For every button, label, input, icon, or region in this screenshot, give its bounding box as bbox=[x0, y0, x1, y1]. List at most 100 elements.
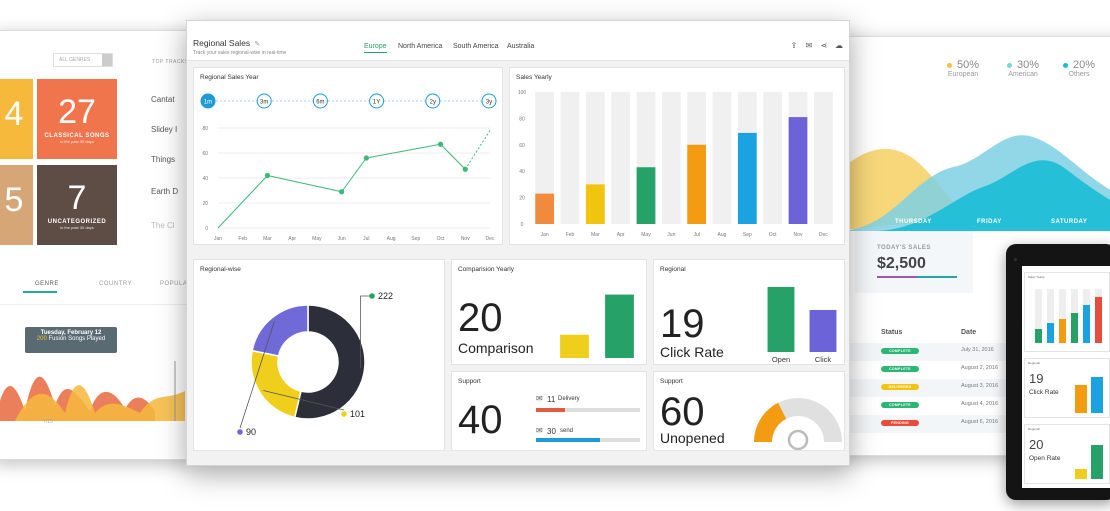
edit-icon[interactable]: ✎ bbox=[254, 41, 261, 48]
cloud-download-icon[interactable]: ☁ bbox=[835, 41, 843, 50]
bar-label: Open bbox=[772, 355, 790, 364]
tab-genre[interactable]: GENRE bbox=[35, 281, 59, 287]
gauge-fill bbox=[754, 402, 787, 442]
x-tick-label: Mar bbox=[263, 236, 272, 242]
tablet-card-sales: Sales Yearly bbox=[1024, 272, 1110, 352]
support-panel-left: Support 40 ✉ 11 Delivery ✉ 30 send bbox=[451, 371, 647, 451]
track-item[interactable]: The Cl bbox=[151, 221, 175, 230]
page-title: Regional Sales ✎ bbox=[193, 38, 260, 48]
panel-title: Regional-wise bbox=[200, 266, 241, 273]
tablet-bar-a bbox=[1075, 469, 1087, 479]
bar-jan bbox=[535, 193, 555, 224]
tooltip-text: Fusion Songs Played bbox=[48, 336, 106, 342]
day-label: SATURDAY bbox=[1051, 219, 1088, 225]
tab-popular[interactable]: POPULAR bbox=[160, 281, 193, 287]
panel-title: Sales Yearly bbox=[516, 74, 552, 81]
range-option-1m[interactable] bbox=[200, 93, 216, 109]
range-option-label: 3m bbox=[260, 100, 268, 106]
tile-genre-1[interactable]: 4 bbox=[0, 79, 33, 159]
row-date: August 2, 2016 bbox=[961, 365, 999, 371]
tile-uncategorized[interactable]: 7 UNCATEGORIZED in the past 30 days bbox=[37, 165, 117, 245]
donut-label-222: 222 bbox=[378, 291, 393, 301]
tab-south-america[interactable]: South America bbox=[453, 43, 499, 50]
track-item[interactable]: Slidey I bbox=[151, 125, 178, 134]
tablet-card-label: Open Rate bbox=[1029, 455, 1061, 462]
table-row[interactable]: COMPLETE July 31, 2016 bbox=[833, 343, 1033, 361]
tile-genre-3[interactable]: 5 bbox=[0, 165, 33, 245]
table-row[interactable]: COMPLETE August 2, 2016 bbox=[833, 361, 1033, 379]
regional-sales-line-chart: 0 20 40 60 80 Jan Feb Mar Apr May Jun Jul Aug Sep Oct N… bbox=[202, 126, 495, 242]
x-tick-label: Jan bbox=[214, 236, 222, 242]
x-tick-label: Dec bbox=[486, 236, 495, 242]
x-tick-label: Apr bbox=[288, 236, 296, 242]
donut-label-dot bbox=[369, 293, 375, 299]
tab-australia[interactable]: Australia bbox=[507, 43, 535, 50]
panel-title: Support bbox=[660, 378, 683, 385]
axis-label: 7/15 bbox=[43, 419, 53, 425]
bar-Click bbox=[809, 310, 837, 352]
track-item[interactable]: Cantat bbox=[151, 95, 175, 104]
tablet-card-open-rate: Regional 20 Open Rate bbox=[1024, 424, 1110, 484]
range-option-6m[interactable] bbox=[312, 93, 328, 109]
range-option-3m[interactable] bbox=[256, 93, 272, 109]
filter-dropdown-icon[interactable] bbox=[102, 54, 112, 66]
tab-europe[interactable]: Europe bbox=[364, 43, 387, 53]
sales-yearly-bar-chart: 0 20 40 60 80 100 Jan Feb Mar Apr May Jun Jul Aug Sep O… bbox=[518, 90, 833, 238]
y-tick-label: 80 bbox=[202, 126, 208, 132]
regional-wise-donut-chart: 222 101 90 bbox=[237, 291, 393, 437]
tile-label: UNCATEGORIZED bbox=[47, 219, 107, 225]
status-badge: COMPLETE bbox=[881, 366, 919, 372]
x-tick-label: Feb bbox=[238, 236, 247, 242]
table-row[interactable]: DELIVERED August 3, 2016 bbox=[833, 379, 1033, 397]
share-icon[interactable]: ⇪ bbox=[790, 41, 798, 50]
legend-pct: 20% bbox=[1073, 59, 1096, 71]
x-tick-label: Apr bbox=[617, 232, 625, 238]
x-tick-label: Aug bbox=[718, 232, 727, 238]
legend-name: Others bbox=[1068, 71, 1090, 78]
tab-north-america[interactable]: North America bbox=[398, 43, 443, 50]
tablet-card-number: 20 bbox=[1029, 437, 1044, 452]
date-header: Date bbox=[961, 329, 977, 336]
tab-country[interactable]: COUNTRY bbox=[99, 281, 133, 287]
line-point bbox=[462, 166, 468, 172]
panel-title: Support bbox=[458, 378, 481, 385]
range-selector[interactable]: 1m 3m 6m 1Y 2y 3y bbox=[194, 86, 504, 116]
left-background-screen: ALL GENRES TOP TRACKS 4 27 CLASSICAL SON… bbox=[0, 30, 194, 460]
track-item[interactable]: Things bbox=[151, 155, 176, 164]
donut-leader bbox=[360, 295, 372, 369]
table-row[interactable]: COMPLETE August 4, 2016 bbox=[833, 397, 1033, 415]
genre-filter-text: ALL GENRES bbox=[59, 57, 91, 63]
todays-sales-card: TODAY'S SALES $2,500 bbox=[855, 231, 973, 293]
range-option-1Y[interactable] bbox=[369, 93, 385, 109]
legend-european: 50% European bbox=[947, 59, 979, 78]
table-row[interactable]: PENDING August 6, 2016 bbox=[833, 415, 1033, 433]
y-tick-label: 60 bbox=[202, 151, 208, 157]
delivery-count: 11 bbox=[547, 395, 556, 404]
send-progress-fill bbox=[536, 438, 601, 442]
y-tick-label: 0 bbox=[205, 226, 208, 232]
donut-slice-101 bbox=[250, 349, 302, 419]
x-tick-label: Oct bbox=[437, 236, 445, 242]
network-share-icon[interactable]: ⋖ bbox=[820, 41, 828, 50]
mail-icon[interactable]: ✉ bbox=[805, 41, 813, 50]
tile-number: 27 bbox=[58, 93, 96, 131]
tile-classical-songs[interactable]: 27 CLASSICAL SONGS in the past 30 days bbox=[37, 79, 117, 159]
page-title-text: Regional Sales bbox=[193, 38, 251, 48]
send-count: 30 bbox=[547, 427, 556, 436]
range-option-2y[interactable] bbox=[425, 93, 441, 109]
tile-number: 5 bbox=[4, 181, 24, 219]
area-series-yellow bbox=[15, 385, 185, 421]
range-option-3y[interactable] bbox=[481, 93, 497, 109]
range-option-label: 3y bbox=[486, 100, 492, 106]
regional-area-chart bbox=[833, 135, 1110, 231]
unopened-label: Unopened bbox=[660, 430, 725, 446]
genre-filter[interactable]: ALL GENRES bbox=[53, 53, 113, 67]
x-tick-label: Jun bbox=[338, 236, 346, 242]
line-segment bbox=[217, 175, 268, 229]
page-subtitle: Track your sales regional-wise in real-t… bbox=[193, 50, 287, 56]
tablet-card-title: Sales Yearly bbox=[1028, 275, 1045, 279]
sales-yearly-panel: Sales Yearly 0 20 40 60 80 100 Jan Feb Mar Apr May… bbox=[509, 67, 845, 245]
track-item[interactable]: Earth D bbox=[151, 187, 179, 196]
support-panel-right: Support 60 Unopened bbox=[653, 371, 845, 451]
tablet-card-label: Click Rate bbox=[1029, 389, 1059, 396]
